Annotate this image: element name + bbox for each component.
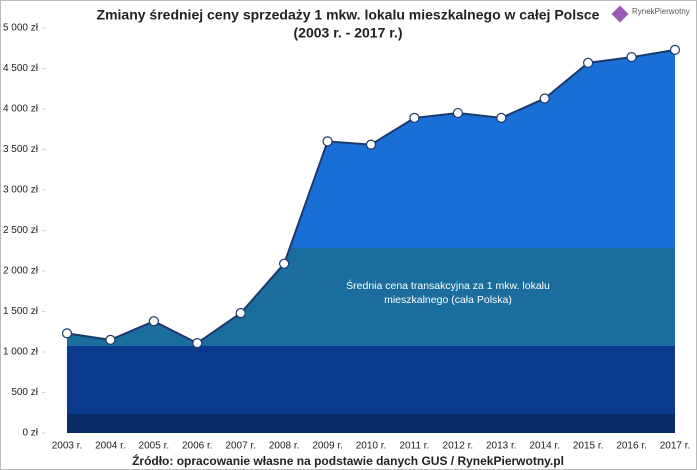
logo: RynekPierwotny xyxy=(632,7,690,16)
annotation: Średnia cena transakcyjna za 1 mkw. loka… xyxy=(346,279,550,292)
marker xyxy=(583,57,594,68)
x-tick-label: 2014 r. xyxy=(529,441,560,452)
y-tick-label: 1 000 zł xyxy=(3,347,39,358)
y-tick-label: 3 500 zł xyxy=(3,144,39,155)
marker xyxy=(539,93,550,104)
x-tick-label: 2006 r. xyxy=(182,441,213,452)
logo-icon xyxy=(611,5,629,23)
marker xyxy=(409,112,420,124)
marker xyxy=(192,337,203,349)
marker xyxy=(235,308,246,319)
marker xyxy=(322,136,333,147)
y-tick-label: 1 500 zł xyxy=(3,306,39,317)
x-tick-label: 2008 r. xyxy=(269,441,300,452)
y-tick-label: 2 500 zł xyxy=(3,225,39,236)
x-tick-label: 2017 r. xyxy=(660,441,691,452)
marker xyxy=(279,258,290,269)
marker xyxy=(452,107,463,119)
source: Źródło: opracowanie własne na podstawie … xyxy=(132,453,564,468)
y-tick-label: 4 500 zł xyxy=(3,63,39,74)
x-tick-label: 2013 r. xyxy=(486,441,517,452)
marker xyxy=(496,112,507,124)
marker xyxy=(365,139,377,150)
x-tick-label: 2007 r. xyxy=(225,441,256,452)
annotation: mieszkalnego (cała Polska) xyxy=(384,294,512,306)
y-tick-label: 4 000 zł xyxy=(3,104,39,115)
marker xyxy=(61,328,73,339)
x-tick-label: 2011 r. xyxy=(400,441,430,452)
y-tick-label: 500 zł xyxy=(11,387,38,398)
x-tick-label: 2009 r. xyxy=(312,441,343,452)
marker xyxy=(148,316,159,327)
x-tick-label: 2016 r. xyxy=(616,441,647,452)
chart-title: Zmiany średniej ceny sprzedaży 1 mkw. lo… xyxy=(97,7,600,23)
y-tick-label: 0 zł xyxy=(22,428,38,439)
x-tick-label: 2010 r. xyxy=(356,441,387,452)
chart-subtitle: (2003 r. - 2017 r.) xyxy=(294,25,403,41)
y-tick-label: 5 000 zł xyxy=(3,23,39,34)
marker xyxy=(669,44,681,55)
x-tick-label: 2004 r. xyxy=(95,441,126,452)
marker xyxy=(626,52,637,63)
y-tick-label: 2 000 zł xyxy=(3,266,39,277)
y-tick-label: 3 000 zł xyxy=(3,185,39,196)
x-tick-label: 2012 r. xyxy=(443,441,474,452)
x-tick-label: 2005 r. xyxy=(139,441,170,452)
x-tick-label: 2003 r. xyxy=(52,441,83,452)
x-tick-label: 2015 r. xyxy=(573,441,604,452)
marker xyxy=(105,334,116,345)
